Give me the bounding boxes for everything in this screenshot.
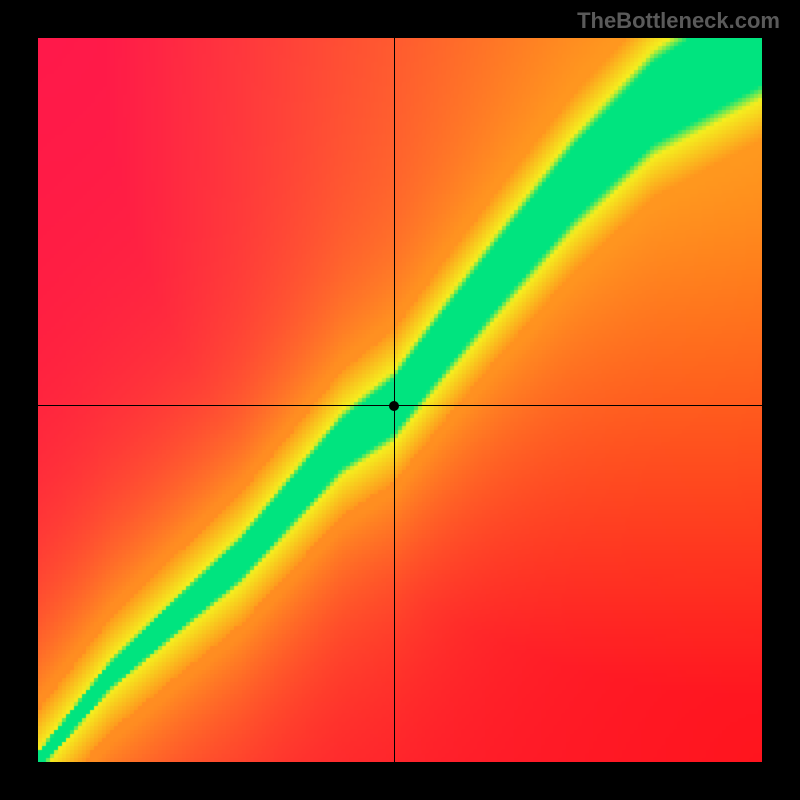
crosshair-horizontal: [38, 405, 762, 406]
watermark-text: TheBottleneck.com: [577, 8, 780, 34]
bottleneck-heatmap: [38, 38, 762, 762]
selection-marker[interactable]: [389, 401, 399, 411]
heatmap-canvas: [38, 38, 762, 762]
